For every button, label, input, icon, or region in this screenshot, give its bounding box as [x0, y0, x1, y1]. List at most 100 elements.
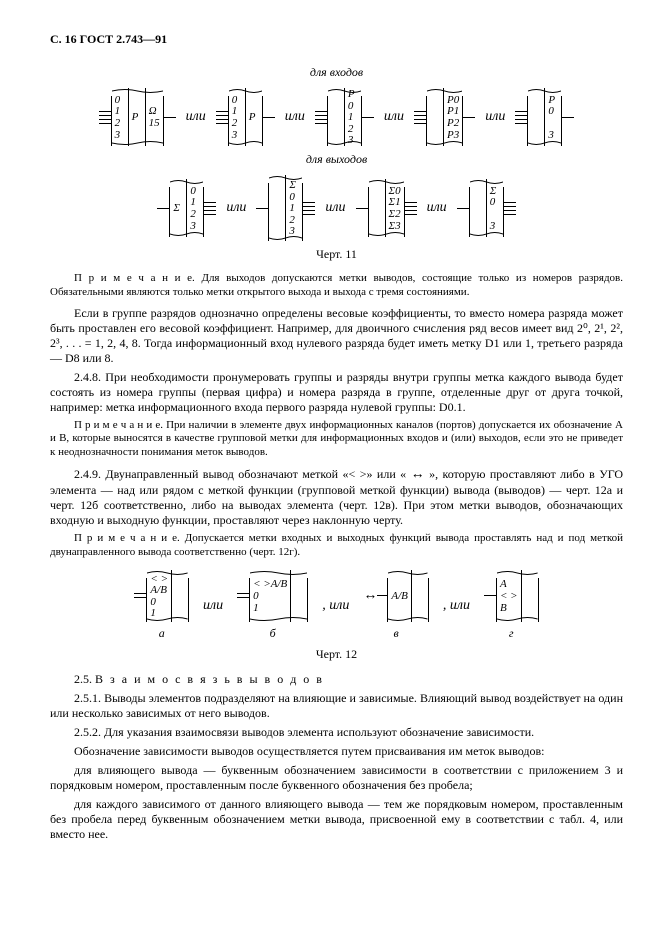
- symbol-col: [269, 175, 285, 241]
- fig11-inputs-row: 0123PΩ15или0123Pили P0123или P0P1P2P3или…: [50, 88, 623, 146]
- symbol-text: 1: [253, 603, 287, 615]
- symbol-col: [171, 570, 188, 622]
- symbol-text: < >: [500, 591, 518, 603]
- pin-group: [414, 105, 426, 130]
- symbol-text: B: [500, 603, 518, 615]
- symbol-col: [411, 570, 428, 622]
- pin: [405, 210, 417, 211]
- pin-group: [457, 202, 469, 215]
- or-label: или: [281, 108, 309, 126]
- pin: [157, 208, 169, 209]
- fig12-sublabel: а: [159, 626, 165, 641]
- symbol-text: P: [132, 112, 142, 124]
- double-arrow-icon: ↔: [363, 587, 377, 605]
- symbol-text: 2: [232, 118, 242, 130]
- or-label: , или: [439, 597, 474, 615]
- or-label: или: [380, 108, 408, 126]
- pin: [362, 117, 374, 118]
- pin-group: [484, 589, 496, 602]
- pin-group: [515, 105, 527, 130]
- pin: [414, 115, 426, 116]
- pin-group: [263, 111, 275, 124]
- pin-group: [463, 111, 475, 124]
- symbol-col: [427, 88, 443, 146]
- or-label: или: [321, 199, 349, 217]
- pin: [457, 208, 469, 209]
- pin: [463, 117, 475, 118]
- pin: [405, 202, 417, 203]
- logic-symbol: 0123P: [228, 88, 263, 146]
- pin: [134, 593, 146, 594]
- pin: [216, 115, 228, 116]
- symbol-text: [294, 591, 304, 603]
- pin: [99, 119, 111, 120]
- pin: [515, 119, 527, 120]
- or-label: или: [182, 108, 210, 126]
- symbol-col: P0 3: [544, 88, 561, 146]
- pin: [504, 210, 516, 211]
- fig12-row: < >A/B01 аили< >A/B01 б, или↔A/B в, илиA…: [50, 570, 623, 641]
- pin: [562, 117, 574, 118]
- note-2: П р и м е ч а н и е. При наличии в элеме…: [50, 419, 623, 460]
- symbol-text: Σ2: [389, 209, 401, 221]
- para-2-4-9: 2.4.9. Двунаправленный вывод обозначают …: [50, 466, 623, 529]
- logic-symbol: P0 3: [527, 88, 562, 146]
- symbol-text: 2: [190, 209, 200, 221]
- pin: [263, 117, 275, 118]
- symbol-col: Σ0 3: [486, 179, 503, 237]
- pin: [204, 210, 216, 211]
- logic-symbol: Σ0Σ1Σ2Σ3: [368, 179, 405, 237]
- logic-symbol: A/B: [387, 570, 429, 622]
- pin: [504, 206, 516, 207]
- pin: [414, 123, 426, 124]
- logic-symbol: P0P1P2P3: [426, 88, 463, 146]
- symbol-group: 0123PΩ15: [99, 88, 176, 146]
- symbol-group: 0123P: [216, 88, 275, 146]
- logic-symbol: < >A/B01: [249, 570, 308, 622]
- logic-symbol: 0123PΩ15: [111, 88, 164, 146]
- symbol-col: Ω15: [146, 88, 163, 146]
- pin: [303, 214, 315, 215]
- para-2-4-7: Если в группе разрядов однозначно опреде…: [50, 306, 623, 366]
- symbol-col: 0123: [229, 88, 245, 146]
- pin: [515, 111, 527, 112]
- pin: [515, 123, 527, 124]
- pin-group: [157, 202, 169, 215]
- symbol-text: 15: [149, 118, 160, 130]
- symbol-col: Σ0Σ1Σ2Σ3: [385, 179, 404, 237]
- symbol-col: A/B: [388, 570, 411, 622]
- pin: [484, 595, 496, 596]
- symbol-text: [331, 118, 341, 130]
- symbol-text: [525, 591, 535, 603]
- fig12-sublabel: в: [393, 626, 398, 641]
- symbol-col: [528, 88, 544, 146]
- pin: [204, 202, 216, 203]
- pin: [414, 111, 426, 112]
- symbol-col: [328, 88, 344, 146]
- symbol-group: Σ0123: [256, 175, 315, 241]
- symbol-text: [473, 203, 483, 215]
- symbol-col: P: [245, 88, 262, 146]
- or-label: или: [423, 199, 451, 217]
- pin: [303, 210, 315, 211]
- symbol-col: P: [128, 88, 146, 146]
- pin: [405, 206, 417, 207]
- para-2-4-8: 2.4.8. При необходимости пронумеровать г…: [50, 370, 623, 415]
- logic-symbol: A< >B: [496, 570, 539, 622]
- symbol-text: A/B: [391, 591, 408, 603]
- symbol-text: [175, 591, 185, 603]
- para-dep-1: Обозначение зависимости выводов осуществ…: [50, 744, 623, 759]
- pin: [237, 593, 249, 594]
- para-dep-3: для каждого зависимого от данного влияющ…: [50, 797, 623, 842]
- pin-group: [256, 202, 268, 215]
- pin: [504, 214, 516, 215]
- fig12-caption: Черт. 12: [50, 647, 623, 662]
- pin-group: [504, 196, 516, 221]
- pin: [315, 119, 327, 120]
- pin: [204, 206, 216, 207]
- pin: [515, 115, 527, 116]
- symbol-col: P0123: [344, 88, 361, 146]
- pin: [315, 115, 327, 116]
- symbol-text: [548, 118, 558, 130]
- symbol-col: [290, 570, 307, 622]
